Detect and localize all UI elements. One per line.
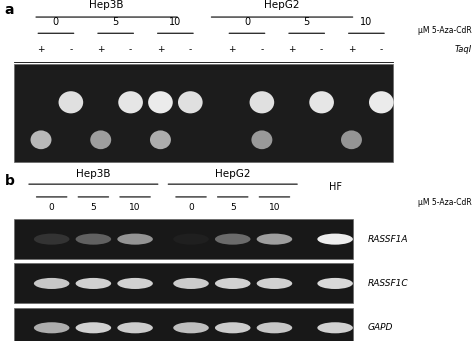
Text: RASSF1A: RASSF1A [367,235,408,243]
Text: +: + [228,45,236,54]
Text: 0: 0 [53,17,59,27]
Text: 5: 5 [230,203,236,212]
Bar [14,219,353,259]
Ellipse shape [257,322,292,333]
Ellipse shape [150,131,171,149]
Text: +: + [97,45,104,54]
Text: -: - [380,45,383,54]
Text: 0: 0 [188,203,194,212]
Text: -: - [69,45,73,54]
Text: 10: 10 [169,17,182,27]
Bar [14,308,353,341]
Ellipse shape [257,234,292,245]
Ellipse shape [173,278,209,289]
Ellipse shape [369,91,393,114]
Bar [14,263,353,303]
Text: 10: 10 [269,203,280,212]
Text: 10: 10 [129,203,141,212]
Text: μM 5-Aza-CdR: μM 5-Aza-CdR [418,197,472,207]
Text: -: - [129,45,132,54]
Ellipse shape [34,322,69,333]
Text: -: - [189,45,192,54]
Text: +: + [37,45,45,54]
Ellipse shape [178,91,202,114]
Text: GAPD: GAPD [367,323,393,332]
Ellipse shape [215,322,250,333]
Ellipse shape [148,91,173,114]
Ellipse shape [215,278,250,289]
Ellipse shape [118,91,143,114]
Text: 5: 5 [303,17,310,27]
Ellipse shape [251,131,273,149]
Ellipse shape [341,131,362,149]
Ellipse shape [76,322,111,333]
Text: -: - [260,45,264,54]
Ellipse shape [34,234,69,245]
Text: RASSF1C: RASSF1C [367,279,408,288]
Ellipse shape [59,91,83,114]
Text: TaqI: TaqI [455,45,472,54]
Ellipse shape [309,91,334,114]
Text: +: + [288,45,295,54]
Text: HepG2: HepG2 [215,169,250,179]
Ellipse shape [117,234,153,245]
Text: -: - [320,45,323,54]
Text: Hep3B: Hep3B [76,169,110,179]
Ellipse shape [318,322,353,333]
Ellipse shape [318,234,353,245]
Ellipse shape [249,91,274,114]
Text: 5: 5 [91,203,96,212]
Ellipse shape [215,234,250,245]
Ellipse shape [173,234,209,245]
Ellipse shape [173,322,209,333]
Bar [14,64,393,162]
Text: μM 5-Aza-CdR: μM 5-Aza-CdR [418,26,472,35]
Ellipse shape [34,278,69,289]
Text: 10: 10 [360,17,373,27]
Text: 0: 0 [49,203,55,212]
Ellipse shape [76,278,111,289]
Text: HepG2: HepG2 [264,0,300,10]
Text: 0: 0 [244,17,250,27]
Text: b: b [5,174,15,188]
Text: +: + [348,45,355,54]
Ellipse shape [257,278,292,289]
Text: +: + [157,45,164,54]
Ellipse shape [90,131,111,149]
Text: Hep3B: Hep3B [90,0,124,10]
Ellipse shape [117,322,153,333]
Ellipse shape [117,278,153,289]
Text: 5: 5 [112,17,119,27]
Ellipse shape [76,234,111,245]
Text: HF: HF [328,182,342,192]
Ellipse shape [30,131,52,149]
Text: a: a [5,3,14,17]
Ellipse shape [318,278,353,289]
